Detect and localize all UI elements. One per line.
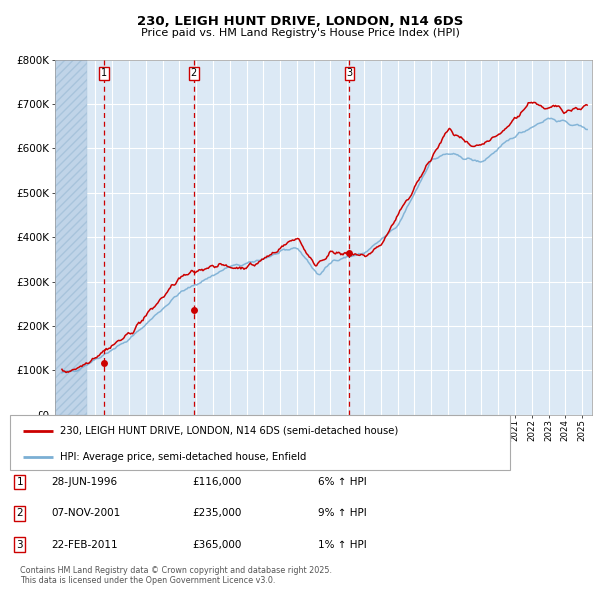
- Text: 2: 2: [16, 509, 23, 518]
- Text: Price paid vs. HM Land Registry's House Price Index (HPI): Price paid vs. HM Land Registry's House …: [140, 28, 460, 38]
- Text: Contains HM Land Registry data © Crown copyright and database right 2025.
This d: Contains HM Land Registry data © Crown c…: [20, 566, 332, 585]
- Text: 28-JUN-1996: 28-JUN-1996: [51, 477, 117, 487]
- Text: 3: 3: [16, 540, 23, 549]
- Bar: [55, 60, 87, 415]
- Text: 1: 1: [101, 68, 107, 78]
- FancyBboxPatch shape: [10, 415, 510, 470]
- Text: 6% ↑ HPI: 6% ↑ HPI: [318, 477, 367, 487]
- Text: 1% ↑ HPI: 1% ↑ HPI: [318, 540, 367, 549]
- Text: £235,000: £235,000: [192, 509, 241, 518]
- Text: 1: 1: [16, 477, 23, 487]
- Text: 3: 3: [346, 68, 352, 78]
- Text: £116,000: £116,000: [192, 477, 241, 487]
- Text: 2: 2: [191, 68, 197, 78]
- Text: HPI: Average price, semi-detached house, Enfield: HPI: Average price, semi-detached house,…: [60, 451, 307, 461]
- Text: 230, LEIGH HUNT DRIVE, LONDON, N14 6DS (semi-detached house): 230, LEIGH HUNT DRIVE, LONDON, N14 6DS (…: [60, 426, 398, 436]
- Text: 230, LEIGH HUNT DRIVE, LONDON, N14 6DS: 230, LEIGH HUNT DRIVE, LONDON, N14 6DS: [137, 15, 463, 28]
- Text: 07-NOV-2001: 07-NOV-2001: [51, 509, 120, 518]
- Text: £365,000: £365,000: [192, 540, 241, 549]
- Text: 9% ↑ HPI: 9% ↑ HPI: [318, 509, 367, 518]
- Text: 22-FEB-2011: 22-FEB-2011: [51, 540, 118, 549]
